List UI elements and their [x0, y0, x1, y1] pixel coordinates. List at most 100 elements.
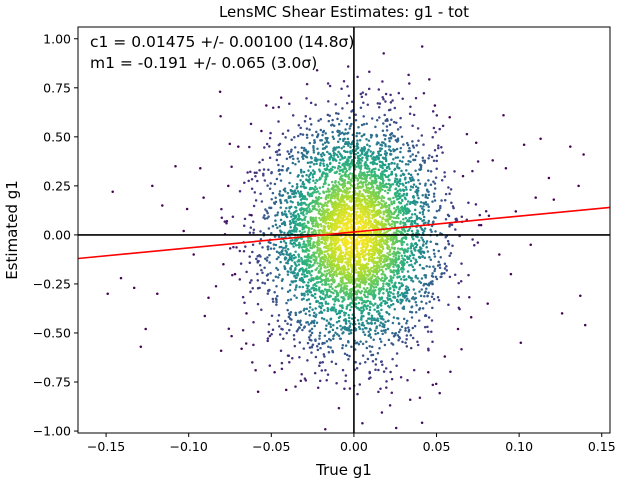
scatter-point [300, 373, 303, 376]
scatter-point [426, 169, 430, 172]
scatter-point [259, 192, 262, 195]
scatter-point [393, 332, 397, 336]
scatter-point [320, 159, 323, 162]
scatter-point [364, 166, 367, 170]
scatter-point [414, 185, 418, 188]
scatter-point [313, 141, 316, 144]
scatter-point [376, 352, 380, 355]
scatter-point [296, 328, 300, 331]
scatter-point [293, 294, 296, 297]
scatter-point [354, 113, 357, 117]
scatter-point [414, 154, 418, 158]
scatter-point [319, 218, 322, 222]
scatter-point [399, 174, 403, 177]
scatter-point [393, 308, 396, 311]
scatter-point [332, 337, 335, 340]
scatter-point [326, 252, 330, 256]
scatter-point [302, 170, 306, 174]
scatter-point [319, 117, 323, 121]
scatter-point [309, 291, 313, 294]
scatter-point [266, 248, 270, 251]
scatter-point [374, 125, 377, 129]
scatter-point [366, 222, 370, 225]
scatter-point [427, 221, 430, 225]
scatter-point [269, 182, 272, 185]
scatter-point [361, 213, 365, 216]
scatter-point [326, 113, 330, 117]
scatter-point [269, 206, 273, 210]
scatter-point [379, 153, 383, 157]
scatter-point [389, 137, 393, 140]
scatter-point [307, 284, 310, 288]
scatter-point [397, 339, 400, 342]
scatter-point [388, 404, 392, 407]
scatter-point [321, 255, 324, 259]
scatter-point [427, 179, 430, 182]
scatter-point [345, 250, 348, 254]
scatter-point [406, 378, 409, 382]
scatter-point [249, 170, 252, 174]
scatter-point [429, 228, 432, 231]
scatter-point [310, 351, 313, 354]
scatter-point [310, 157, 313, 160]
scatter-point [375, 310, 379, 313]
scatter-point [396, 272, 399, 275]
scatter-point [378, 337, 382, 341]
scatter-point [266, 292, 270, 295]
scatter-point [309, 101, 313, 105]
scatter-point [358, 258, 361, 261]
scatter-point [277, 169, 281, 173]
scatter-point [389, 149, 393, 153]
scatter-point [374, 358, 378, 361]
scatter-point [311, 134, 314, 137]
scatter-point [383, 263, 387, 266]
scatter-point [281, 249, 284, 252]
scatter-point [381, 216, 384, 220]
scatter-point [324, 178, 327, 182]
scatter-point [333, 152, 337, 155]
scatter-point [342, 79, 346, 83]
scatter-point [293, 274, 296, 278]
scatter-point [370, 171, 373, 174]
scatter-point [411, 326, 415, 330]
scatter-point [425, 246, 428, 249]
scatter-point [405, 219, 409, 223]
scatter-point [384, 100, 387, 103]
scatter-point [415, 214, 419, 218]
scatter-point [345, 142, 349, 146]
scatter-point [356, 392, 359, 396]
scatter-point [394, 187, 397, 191]
scatter-point [420, 250, 424, 253]
scatter-point [378, 239, 381, 242]
scatter-point [271, 328, 275, 332]
scatter-point [408, 146, 411, 150]
scatter-point [314, 181, 317, 185]
scatter-point [252, 321, 255, 324]
scatter-point [425, 240, 429, 243]
scatter-point [381, 166, 384, 170]
scatter-point [381, 96, 384, 99]
scatter-point [349, 152, 352, 155]
scatter-point [312, 289, 316, 292]
scatter-point [392, 263, 395, 266]
scatter-point [298, 241, 301, 245]
scatter-point [305, 271, 309, 275]
scatter-point [371, 247, 374, 250]
scatter-point [404, 237, 408, 241]
scatter-point [315, 162, 318, 165]
scatter-point [332, 324, 335, 327]
scatter-point [290, 138, 293, 141]
scatter-point [302, 280, 306, 284]
scatter-point [295, 284, 298, 287]
scatter-point [426, 325, 429, 329]
scatter-point [387, 197, 390, 201]
scatter-point [437, 146, 440, 150]
scatter-point [366, 171, 369, 174]
scatter-point [324, 255, 327, 258]
scatter-point [305, 245, 308, 248]
scatter-point [450, 223, 454, 227]
scatter-point [345, 122, 349, 126]
scatter-point [309, 171, 313, 175]
scatter-point [325, 138, 328, 142]
scatter-point [321, 341, 324, 345]
